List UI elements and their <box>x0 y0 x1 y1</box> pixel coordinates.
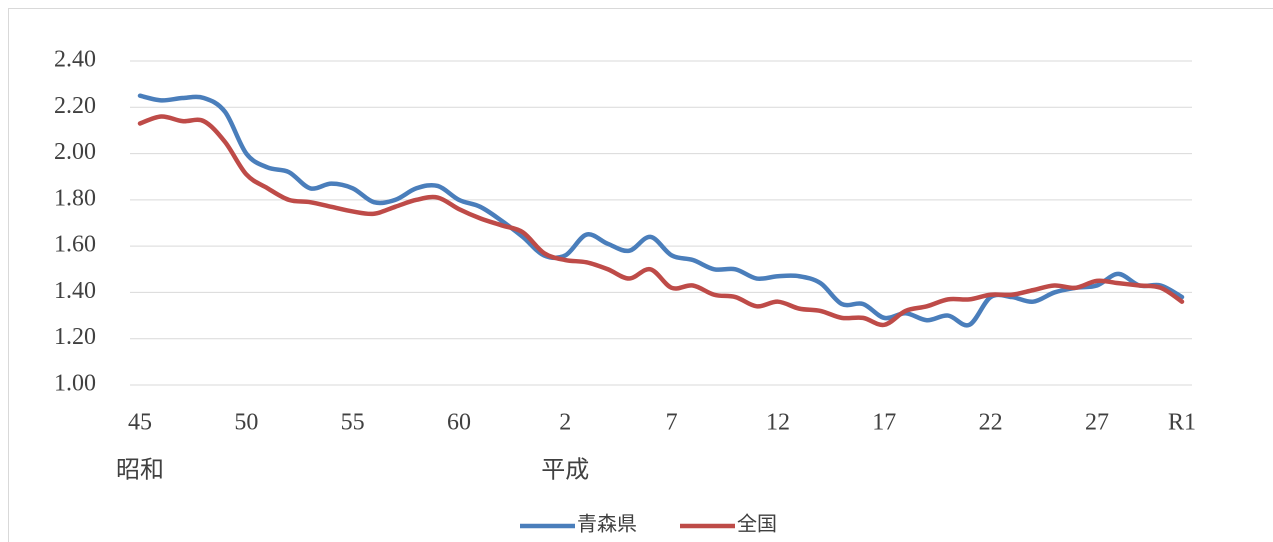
y-tick-label: 1.40 <box>54 278 96 304</box>
x-tick-label: 50 <box>234 410 258 436</box>
legend-label: 青森県 <box>577 513 637 536</box>
x-tick-label: 7 <box>666 410 678 436</box>
x-tick-label: R1 <box>1168 410 1196 436</box>
y-tick-label: 1.00 <box>54 371 96 397</box>
x-tick-label: 2 <box>559 410 571 436</box>
x-tick-label: 45 <box>128 410 152 436</box>
y-tick-label: 1.80 <box>54 185 96 211</box>
y-tick-label: 2.40 <box>54 47 96 73</box>
x-tick-label: 55 <box>341 410 365 436</box>
y-tick-label: 2.00 <box>54 139 96 165</box>
x-group-label: 平成 <box>541 457 589 484</box>
y-tick-label: 1.20 <box>54 324 96 350</box>
x-tick-label: 12 <box>766 410 790 436</box>
legend-label: 全国 <box>737 513 777 536</box>
y-tick-label: 1.60 <box>54 232 96 258</box>
series-line <box>137 114 1185 328</box>
x-tick-label: 60 <box>447 410 471 436</box>
x-tick-label: 22 <box>979 410 1003 436</box>
x-group-label: 昭和 <box>116 457 164 484</box>
x-tick-label: 17 <box>872 410 896 436</box>
y-tick-label: 2.20 <box>54 93 96 119</box>
x-tick-label: 27 <box>1085 410 1109 436</box>
